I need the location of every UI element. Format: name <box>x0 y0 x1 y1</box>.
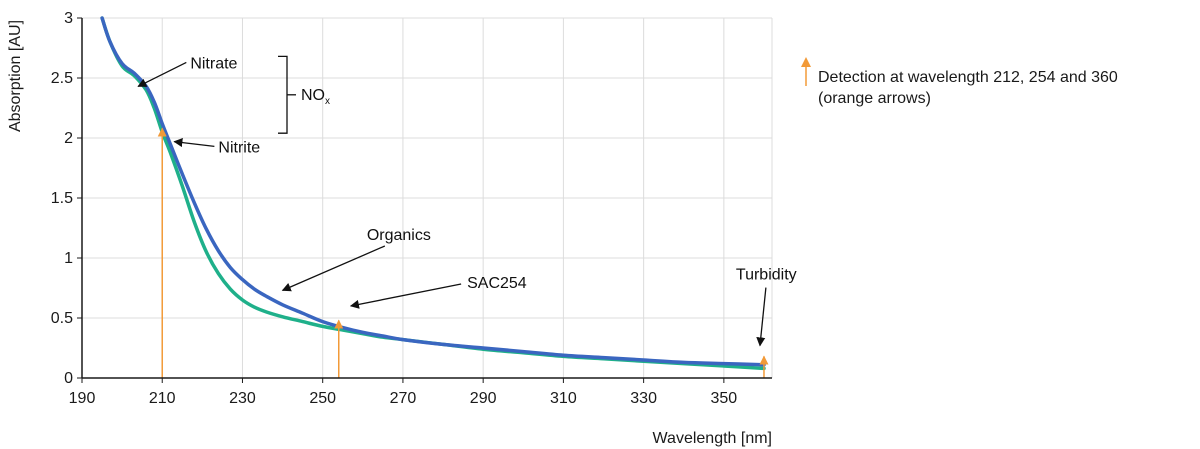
legend-line-2: (orange arrows) <box>818 90 931 107</box>
y-tick-label: 2 <box>64 130 73 147</box>
series-line-2 <box>100 16 766 367</box>
series-lines <box>100 16 766 371</box>
x-tick-label: 350 <box>711 390 738 407</box>
detection-arrows <box>157 127 769 378</box>
y-tick-label: 0.5 <box>51 310 73 327</box>
x-tick-label: 290 <box>470 390 497 407</box>
nox-subscript: x <box>325 96 330 107</box>
annotation-arrow-nitrite <box>173 138 215 148</box>
annotations: Nitrate Nitrite Organics SAC254 Turbidity NOx <box>137 55 797 347</box>
annotation-turbidity: Turbidity <box>736 267 797 284</box>
annotation-sac254: SAC254 <box>467 275 527 292</box>
nox-label: NOx <box>301 87 330 107</box>
y-tick-label: 1 <box>64 250 73 267</box>
orange-arrow-icon <box>801 57 811 86</box>
annotation-organics: Organics <box>367 227 431 244</box>
x-tick-label: 210 <box>149 390 176 407</box>
nox-bracket <box>278 55 288 134</box>
x-tick-label: 330 <box>630 390 657 407</box>
x-tick-label: 270 <box>390 390 417 407</box>
x-tick-label: 230 <box>229 390 256 407</box>
y-tick-label: 1.5 <box>51 190 73 207</box>
annotation-nitrite: Nitrite <box>218 139 260 156</box>
annotation-arrow-sac254 <box>349 283 462 309</box>
y-tick-label: 0 <box>64 370 73 387</box>
legend-line-1: Detection at wavelength 212, 254 and 360 <box>818 69 1118 86</box>
grid-lines <box>82 17 773 378</box>
detection-legend: Detection at wavelength 212, 254 and 360… <box>818 67 1178 109</box>
y-tick-label: 2.5 <box>51 70 73 87</box>
x-tick-label: 250 <box>309 390 336 407</box>
x-tick-label: 310 <box>550 390 577 407</box>
annotation-arrow-organics <box>281 245 386 292</box>
y-tick-label: 3 <box>64 10 73 27</box>
y-axis-title: Absorption [AU] <box>7 20 24 132</box>
annotation-arrow-turbidity <box>756 287 767 347</box>
annotation-arrow-nitrate <box>137 61 187 87</box>
x-axis-title: Wavelength [nm] <box>653 430 772 447</box>
x-tick-label: 190 <box>69 390 96 407</box>
axes: 190 210 230 250 270 290 310 330 350 0 0.5 1 1.5 2 2.5 3 <box>51 10 772 407</box>
annotation-nitrate: Nitrate <box>190 55 237 72</box>
